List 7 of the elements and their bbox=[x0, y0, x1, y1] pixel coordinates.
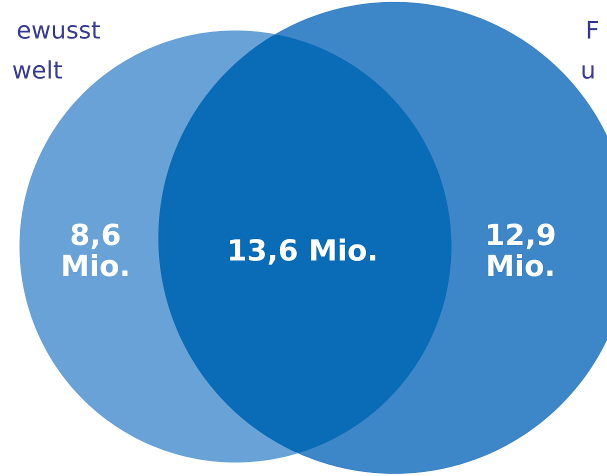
data-label: 13,6 Mio. bbox=[226, 234, 378, 268]
text: F bbox=[586, 16, 600, 44]
text: ewusst bbox=[16, 16, 101, 44]
text: u bbox=[580, 56, 596, 84]
text: welt bbox=[12, 56, 63, 84]
data-label: 8,6 Mio. bbox=[60, 218, 130, 283]
data-label: 12,9 Mio. bbox=[484, 218, 556, 283]
